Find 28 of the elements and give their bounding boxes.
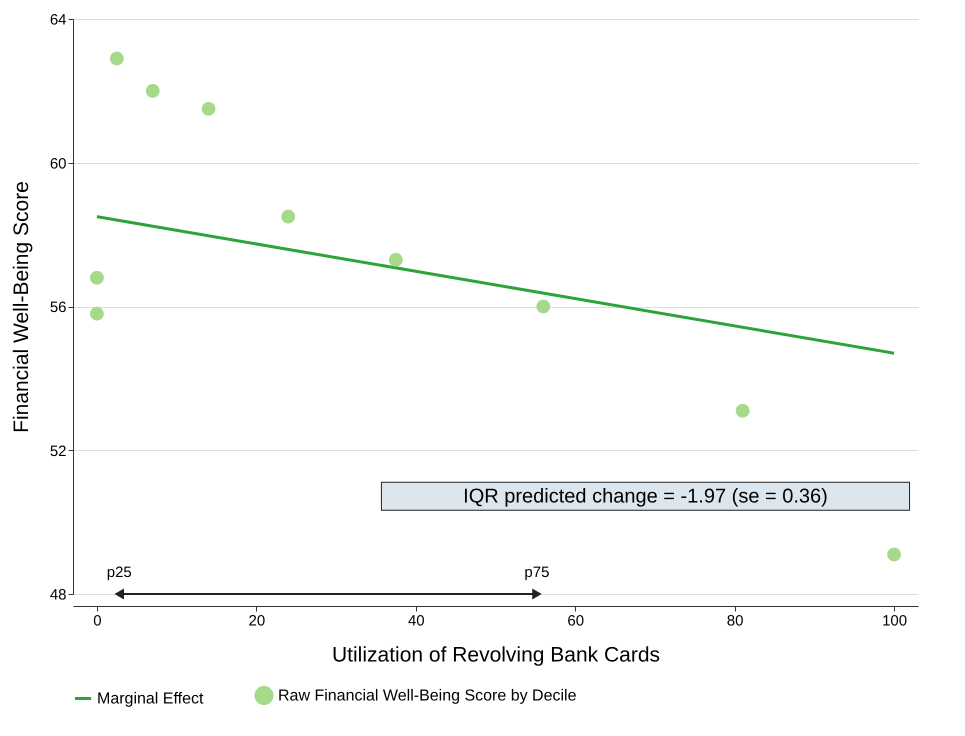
point — [388, 252, 403, 267]
x-tick-label: 80 — [726, 612, 744, 630]
y-tick-label: 64 — [50, 12, 66, 28]
point — [110, 52, 124, 66]
point — [536, 300, 550, 314]
legend-label: Raw Financial Well-Being Score by Decile — [278, 687, 577, 704]
x-tick-label: 60 — [567, 612, 584, 630]
legend-label: Marginal Effect — [97, 690, 204, 708]
annotation: IQR predicted change = -1.97 (se = 0.36) — [463, 485, 828, 508]
y-tick-label: 60 — [50, 155, 66, 172]
x-axis-title: Utilization of Revolving Bank Cards — [332, 644, 660, 666]
point — [202, 102, 216, 116]
x-tick-label: 20 — [248, 612, 266, 630]
y-tick-label: 48 — [50, 586, 66, 604]
annotation: p75 — [524, 564, 550, 581]
y-tick-label: 52 — [50, 442, 66, 460]
point — [146, 84, 160, 98]
y-axis-title: Financial Well-Being Score — [10, 181, 33, 433]
annotation: p25 — [106, 564, 132, 581]
point — [281, 210, 296, 224]
x-tick-label: 0 — [93, 612, 102, 630]
point — [736, 404, 750, 418]
y-tick-label: 56 — [50, 299, 66, 316]
x-tick-label: 40 — [408, 612, 425, 630]
point — [887, 548, 901, 562]
x-tick-label: 100 — [882, 612, 908, 630]
point — [90, 270, 104, 285]
point — [90, 306, 104, 321]
